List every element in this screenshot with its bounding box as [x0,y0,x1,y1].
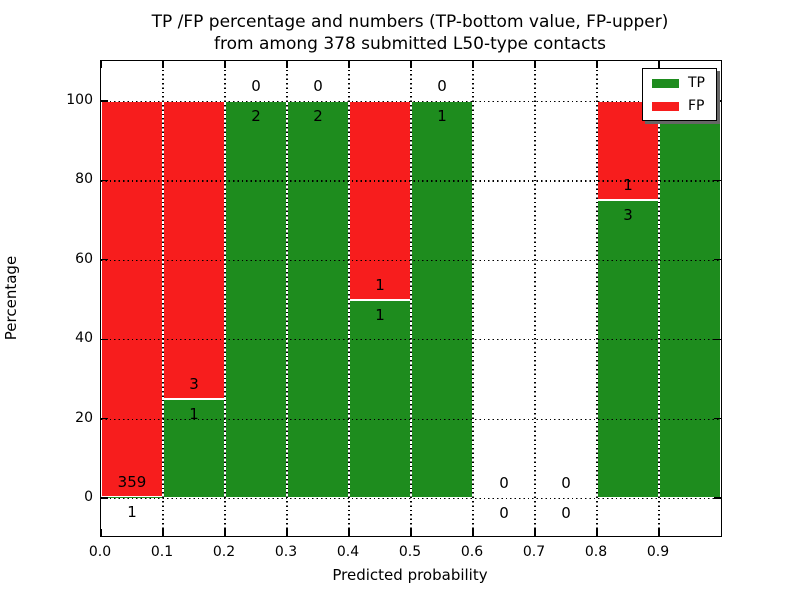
legend-item-tp: TP [652,76,705,90]
fp-count-label: 0 [499,474,509,492]
x-tick-mark-top [410,61,412,68]
legend-item-fp: FP [652,99,705,113]
tp-count-label: 1 [189,404,199,423]
gridline-vertical [472,61,474,536]
fp-count-label: 0 [251,77,261,95]
x-tick-label: 0.3 [274,544,298,560]
tp-count-label: 1 [127,502,137,521]
legend-label-fp: FP [688,98,705,114]
fp-count-label: 0 [437,77,447,95]
bar-segment-fp [101,101,163,497]
y-tick-mark-right [714,100,721,102]
x-tick-mark [472,529,474,536]
x-tick-mark-top [596,61,598,68]
x-tick-mark-top [658,61,660,68]
y-tick-label: 40 [75,330,93,347]
gridline-vertical [162,61,164,536]
tp-count-label: 0 [561,504,571,522]
gridline-vertical [596,61,598,536]
bar-segment-tp [411,101,473,498]
y-tick-mark-right [714,418,721,420]
plot-area: 3591310202110100001303 TP FP [100,60,722,537]
fp-count-label: 0 [561,474,571,492]
gridline-vertical [286,61,288,536]
fp-count-label: 0 [313,77,323,95]
gridline-vertical [658,61,660,536]
chart-title-line1: TP /FP percentage and numbers (TP-bottom… [151,12,669,32]
x-tick-mark [658,529,660,536]
x-tick-mark [534,529,536,536]
x-tick-label: 0.4 [336,544,360,560]
x-tick-mark [100,529,102,536]
x-tick-label: 0.8 [584,544,608,560]
y-tick-mark [101,497,108,499]
tp-count-label: 0 [499,504,509,522]
gridline-vertical [348,61,350,536]
legend-label-tp: TP [688,75,705,91]
tp-count-label: 2 [313,107,323,125]
x-tick-label: 0.0 [88,544,112,560]
bar-segment-tp [349,299,411,498]
x-tick-mark-top [162,61,164,68]
y-tick-label: 100 [66,92,93,108]
chart-title-line2: from among 378 submitted L50-type contac… [214,33,606,54]
bar-segment-tp [287,101,349,498]
y-tick-label: 60 [75,250,93,267]
y-tick-mark [101,179,108,182]
tp-count-label: 1 [375,305,385,324]
fp-count-label: 3 [189,374,199,393]
bar-segment-tp [163,398,225,498]
y-tick-label: 20 [75,409,93,426]
y-tick-mark [101,100,108,102]
bar-segment-tp [101,496,163,498]
y-tick-mark-right [714,338,721,340]
x-tick-mark [596,529,598,536]
y-tick-mark-right [714,179,721,182]
y-tick-mark-right [714,497,721,499]
x-tick-mark-top [472,61,474,68]
tp-count-label: 3 [623,206,633,225]
y-tick-mark-right [714,259,721,261]
x-tick-mark-top [286,61,288,68]
x-tick-label: 0.9 [646,544,670,560]
tp-count-label: 1 [437,107,447,125]
x-tick-mark-top [348,61,350,68]
bar-segment-fp [163,101,225,399]
tp-count-label: 2 [251,107,261,125]
x-tick-mark [224,529,226,536]
gridline-vertical [410,61,412,536]
x-tick-label: 0.6 [460,544,484,560]
y-tick-mark [101,259,108,261]
x-tick-label: 0.7 [522,544,546,560]
bar-segment-tp [597,200,659,498]
x-tick-mark [410,529,412,536]
x-tick-mark [286,529,288,536]
bar-segment-tp [225,101,287,498]
tp-color-swatch-icon [652,78,679,88]
bar-segment-tp [659,101,721,498]
x-axis-label: Predicted probability [332,566,488,584]
legend: TP FP [642,68,717,121]
x-tick-label: 0.5 [398,544,422,560]
x-tick-mark-top [224,61,226,68]
fp-count-label: 1 [623,176,633,195]
y-tick-mark [101,418,108,420]
gridline-vertical [534,61,536,536]
fp-count-label: 1 [375,275,385,294]
y-tick-label: 80 [75,171,93,188]
x-tick-mark-top [534,61,536,68]
bar-segment-fp [349,101,411,300]
y-tick-mark [101,338,108,340]
x-tick-mark-top [100,61,102,68]
fp-count-label: 359 [117,472,147,491]
gridline-vertical [224,61,226,536]
x-tick-label: 0.2 [212,544,236,560]
x-tick-label: 0.1 [150,544,174,560]
fp-color-swatch-icon [652,101,679,111]
x-tick-mark [348,529,350,536]
y-tick-label: 0 [84,489,93,505]
chart-title: TP /FP percentage and numbers (TP-bottom… [100,12,720,55]
x-tick-mark [162,529,164,536]
